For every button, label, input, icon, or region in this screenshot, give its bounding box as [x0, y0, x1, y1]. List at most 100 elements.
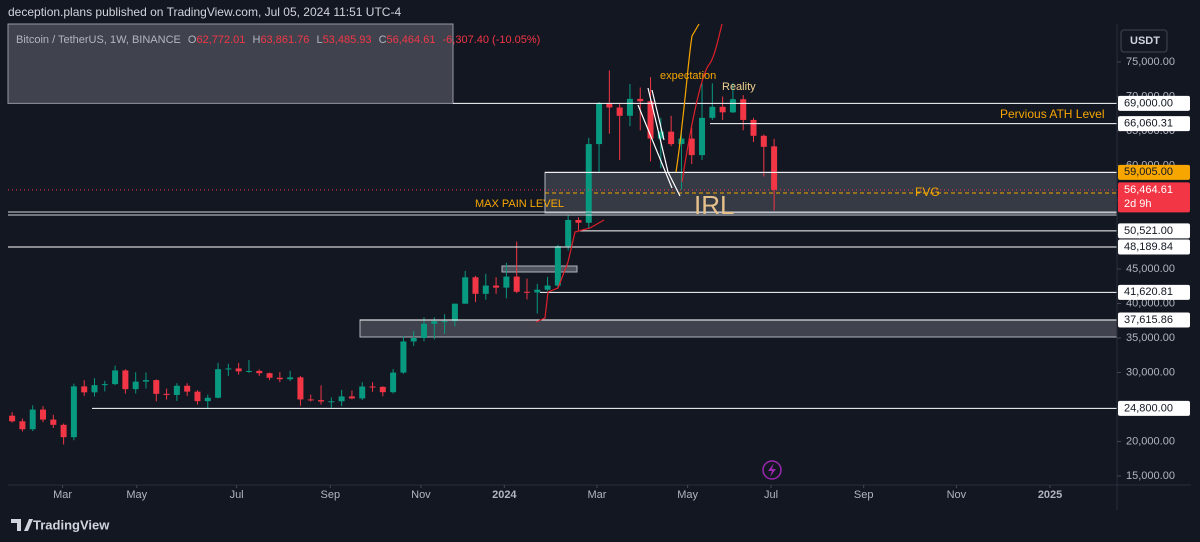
candle-body	[276, 377, 283, 380]
x-tick-label: Sep	[321, 489, 341, 501]
level-label: 48,189.84	[1124, 241, 1173, 253]
candle-body	[328, 401, 335, 403]
candle-body	[338, 396, 345, 402]
level-label-bg	[1118, 182, 1190, 213]
candle-body	[421, 323, 428, 339]
currency-box	[1120, 29, 1168, 53]
event-icon	[762, 460, 782, 480]
candle-body	[750, 119, 757, 136]
y-tick-label: 75,000.00	[1126, 56, 1175, 68]
x-tick-label: Mar	[588, 489, 607, 501]
currency: USDT	[1130, 35, 1160, 47]
candle-body	[431, 321, 438, 324]
candle-body	[348, 396, 355, 399]
level-label: 56,464.61	[1124, 184, 1173, 196]
candle-body	[585, 144, 592, 223]
annotation: expectation	[660, 70, 716, 82]
level-label: 24,800.00	[1124, 402, 1173, 414]
expectation-path	[675, 23, 700, 173]
candle-body	[256, 370, 263, 374]
level-label: 69,000.00	[1124, 97, 1173, 109]
legend-key: O	[188, 34, 197, 46]
brand: TradingView	[33, 517, 110, 532]
candle-body	[112, 370, 119, 385]
level-label: 66,060.31	[1124, 118, 1173, 130]
level-label-bg	[1118, 400, 1190, 416]
candle-body	[503, 276, 510, 288]
candle-body	[132, 381, 139, 390]
annotation: Reality	[722, 81, 756, 93]
level-label-bg	[1118, 223, 1190, 239]
candle-body	[740, 99, 747, 120]
level-label: 41,620.81	[1124, 286, 1173, 298]
y-tick-label: 15,000.00	[1126, 470, 1175, 482]
candle-body	[81, 386, 88, 393]
candle-body	[215, 369, 222, 398]
candle-body	[637, 98, 644, 102]
x-tick-label: Jul	[764, 489, 778, 501]
level-label-bg	[1118, 164, 1190, 180]
candle-body	[245, 370, 252, 372]
level-label: 50,521.00	[1124, 225, 1173, 237]
zone-box	[501, 265, 578, 273]
event-icon	[768, 463, 776, 477]
level-label-bg	[1118, 312, 1190, 328]
candle-body	[493, 285, 500, 288]
candle-body	[472, 277, 479, 294]
candle-body	[523, 291, 530, 293]
brand-logo	[11, 519, 33, 531]
annotation: IRL	[694, 190, 734, 220]
candle-body	[297, 377, 304, 400]
x-tick-label: Nov	[411, 489, 431, 501]
candle-body	[194, 391, 201, 402]
candle-body	[142, 380, 149, 382]
wave-drawing	[637, 87, 681, 197]
candle-body	[410, 338, 417, 342]
legend-value: 53,485.93	[323, 34, 372, 46]
annotation: MAX PAIN LEVEL	[475, 198, 564, 210]
candle-body	[122, 370, 129, 390]
candle-body	[153, 380, 160, 394]
candle-body	[482, 285, 489, 294]
candle-body	[441, 321, 448, 323]
candle-body	[451, 303, 458, 322]
candle-body	[19, 421, 26, 430]
candle-body	[688, 138, 695, 156]
annotation: Pervious ATH Level	[1000, 107, 1105, 121]
candle-body	[657, 131, 664, 139]
candle-body	[369, 386, 376, 388]
plot-area	[7, 23, 1118, 445]
x-tick-label: May	[126, 489, 147, 501]
level-label-bg	[1118, 284, 1190, 300]
candle-body	[771, 146, 778, 190]
symbol: Bitcoin / TetherUS, 1W, BINANCE	[16, 34, 181, 46]
candle-body	[307, 399, 314, 401]
candle-body	[565, 219, 572, 247]
candle-body	[29, 409, 36, 430]
candle-body	[668, 131, 675, 145]
candle-body	[575, 219, 582, 223]
candle-body	[70, 386, 77, 438]
candle-body	[184, 385, 191, 392]
candle-body	[379, 386, 386, 393]
candle-body	[647, 101, 654, 139]
header-text: deception.plans published on TradingView…	[8, 5, 401, 19]
reality-path	[681, 23, 723, 183]
x-tick-label: 2024	[492, 489, 517, 501]
candle-body	[50, 419, 57, 425]
legend-value: 56,464.61	[387, 34, 436, 46]
level-label-bg	[1118, 116, 1190, 132]
candle-body	[554, 246, 561, 286]
legend-key: H	[252, 34, 260, 46]
reality-path	[535, 219, 605, 323]
candle-body	[616, 107, 623, 116]
candle-body	[534, 289, 541, 293]
candle-body	[513, 276, 520, 292]
candle-body	[266, 373, 273, 378]
candle-body	[678, 138, 685, 145]
candle-body	[40, 409, 47, 420]
candle-body	[606, 103, 613, 108]
candle-body	[390, 372, 397, 393]
